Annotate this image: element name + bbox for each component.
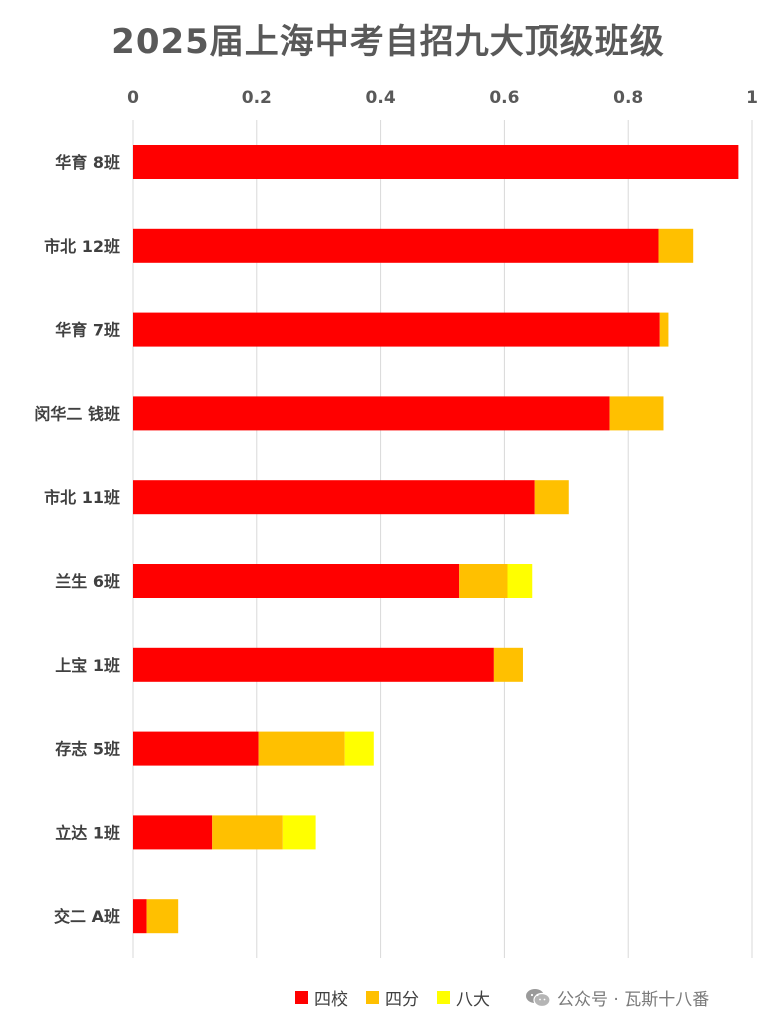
bar-segment [133,228,659,263]
bar-segment [344,731,374,766]
legend-item: 八大 [437,985,490,1010]
bar-segment [609,396,664,431]
bar-segment [133,899,147,934]
legend-label: 八大 [456,990,490,1010]
bar-segment [282,815,316,850]
category-label: 存志 5班 [55,740,120,759]
bar-segment [133,815,213,850]
bar-segment [133,312,660,347]
bar-segment [133,564,460,598]
legend-item: 四校 [295,985,348,1010]
watermark-text: 公众号 · 瓦斯十八番 [557,990,710,1010]
bar-segment [493,647,523,682]
bar-segment [534,480,569,515]
category-label: 华育 7班 [55,321,120,340]
bar-segment [658,228,694,263]
x-tick-label: 0.4 [366,88,396,108]
x-tick-label: 1 [746,88,758,108]
bar-segment [133,396,610,431]
legend-item: 四分 [366,985,419,1010]
category-label: 兰生 6班 [55,572,120,591]
bar-segment [133,647,494,682]
bar-segment [146,899,179,934]
category-label: 交二 A班 [54,907,120,926]
chart-title: 2025届上海中考自招九大顶级班级 [111,22,665,62]
bar-segment [212,815,283,850]
watermark: 公众号 · 瓦斯十八番 [525,985,709,1010]
category-label: 华育 8班 [55,153,120,172]
x-tick-label: 0.6 [489,88,519,108]
legend-label: 四分 [385,990,419,1010]
x-tick-label: 0.2 [242,88,272,108]
x-tick-label: 0 [127,88,139,108]
category-label: 闵华二 钱班 [34,404,120,423]
bar-segment [258,731,345,766]
legend-label: 四校 [314,990,348,1010]
bar-segment [507,564,533,598]
category-label: 市北 11班 [44,488,120,507]
category-label: 立达 1班 [55,823,120,842]
legend-swatch [437,991,450,1004]
category-label: 市北 12班 [44,237,120,256]
category-label: 上宝 1班 [55,656,120,675]
legend-swatch [366,991,379,1004]
wechat-icon [526,988,551,1007]
bar-segment [133,731,259,766]
bar-segment [659,312,669,347]
bar-segment [459,564,508,598]
bar-segment [133,145,739,179]
legend-swatch [295,991,308,1004]
x-tick-label: 0.8 [613,88,643,108]
bar-segment [133,480,535,515]
legend: 四校 四分 八大 [295,985,490,1010]
